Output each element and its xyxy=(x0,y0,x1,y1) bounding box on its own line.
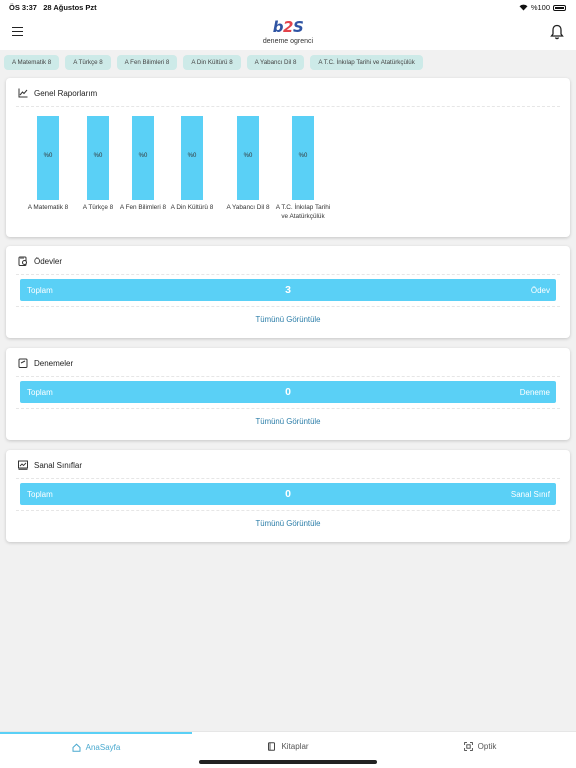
reports-title: Genel Raporlarım xyxy=(34,88,98,98)
chart-bar: %0 xyxy=(237,116,259,200)
battery-percent: %100 xyxy=(530,3,550,12)
reports-card: Genel Raporlarım %0 A Matematik 8 %0 A Türk… xyxy=(6,78,570,237)
classes-card: Sanal Sınıflar Toplam 0 Sanal Sınıf Tümü… xyxy=(6,450,570,542)
bar-category-label: A Din Kültürü 8 xyxy=(170,204,214,211)
chart-bar: %0 xyxy=(87,116,109,200)
homework-card: Ödevler Toplam 3 Ödev Tümünü Görüntüle xyxy=(6,246,570,338)
bar-value-label: %0 xyxy=(93,153,103,159)
homework-view-all-link[interactable]: Tümünü Görüntüle xyxy=(255,315,321,324)
bar-category-label: A Türkçe 8 xyxy=(82,204,114,211)
tab-anasayfa-label: AnaSayfa xyxy=(85,742,121,752)
bar-value-label: %0 xyxy=(43,153,53,159)
tab-optik[interactable]: Optik xyxy=(384,732,576,760)
classes-total-bar: Toplam 0 Sanal Sınıf xyxy=(20,483,556,505)
bar-value-label: %0 xyxy=(298,153,308,159)
tab-kitaplar[interactable]: Kitaplar xyxy=(192,732,384,760)
chart-bar: %0 xyxy=(292,116,314,200)
home-icon xyxy=(72,743,81,752)
chip-yabanci-dil[interactable]: A Yabancı Dil 8 xyxy=(246,55,305,70)
subject-chips: A Matematik 8 A Türkçe 8 A Fen Bilimleri… xyxy=(4,55,423,70)
exams-count: 0 xyxy=(285,386,291,398)
home-indicator xyxy=(199,760,377,764)
classes-unit: Sanal Sınıf xyxy=(510,490,550,499)
line-chart-icon xyxy=(18,88,28,98)
book-icon xyxy=(268,741,276,751)
exams-total-label: Toplam xyxy=(27,388,53,397)
tab-kitaplar-label: Kitaplar xyxy=(281,741,309,751)
homework-title: Ödevler xyxy=(34,256,63,266)
status-bar: ÖS 3:37 28 Ağustos Pzt %100 xyxy=(0,0,576,14)
chart-bar: %0 xyxy=(181,116,203,200)
brand: b2S deneme ogrenci xyxy=(0,18,576,46)
scan-icon xyxy=(463,741,473,751)
homework-count: 3 xyxy=(285,284,291,296)
status-right: %100 xyxy=(519,3,566,12)
app-logo: b2S xyxy=(272,18,304,36)
exams-title: Denemeler xyxy=(34,358,74,368)
chip-din[interactable]: A Din Kültürü 8 xyxy=(183,55,241,70)
chart-bar: %0 xyxy=(37,116,59,200)
classes-count: 0 xyxy=(285,488,291,500)
homework-header: Ödevler xyxy=(18,256,62,266)
reports-chart: %0 A Matematik 8 %0 A Türkçe 8 %0 A Fen Bilim… xyxy=(6,108,570,233)
exams-header: Denemeler xyxy=(18,358,73,368)
classes-view-all-link[interactable]: Tümünü Görüntüle xyxy=(255,519,321,528)
classroom-icon xyxy=(18,460,28,470)
bar-category-label: A T.C. İnkılap Tarihi ve Atatürkçülük xyxy=(275,204,331,220)
tab-optik-label: Optik xyxy=(477,741,497,751)
chip-fen[interactable]: A Fen Bilimleri 8 xyxy=(116,55,178,70)
tab-anasayfa[interactable]: AnaSayfa xyxy=(0,732,192,760)
chip-turkce[interactable]: A Türkçe 8 xyxy=(65,55,111,70)
homework-total-bar: Toplam 3 Ödev xyxy=(20,279,556,301)
bar-category-label: A Matematik 8 xyxy=(27,204,69,211)
chip-inkilap[interactable]: A T.C. İnkılap Tarihi ve Atatürkçülük xyxy=(310,55,423,70)
exam-icon xyxy=(18,358,28,368)
wifi-icon xyxy=(519,4,528,11)
bar-value-label: %0 xyxy=(243,153,253,159)
exams-view-all-link[interactable]: Tümünü Görüntüle xyxy=(255,417,321,426)
reports-header: Genel Raporlarım xyxy=(18,88,97,98)
user-name: deneme ogrenci xyxy=(262,38,314,45)
homework-icon xyxy=(18,256,27,266)
bar-category-label: A Fen Bilimleri 8 xyxy=(119,204,167,211)
bar-value-label: %0 xyxy=(187,153,197,159)
menu-button[interactable] xyxy=(12,27,23,36)
classes-title: Sanal Sınıflar xyxy=(34,460,83,470)
exams-card: Denemeler Toplam 0 Deneme Tümünü Görüntü… xyxy=(6,348,570,440)
chart-bar: %0 xyxy=(132,116,154,200)
homework-unit: Ödev xyxy=(530,286,550,295)
exams-unit: Deneme xyxy=(519,388,550,397)
classes-total-label: Toplam xyxy=(27,490,53,499)
battery-icon xyxy=(553,4,566,11)
bell-icon[interactable] xyxy=(550,24,564,40)
bar-category-label: A Yabancı Dil 8 xyxy=(226,204,270,211)
chip-matematik[interactable]: A Matematik 8 xyxy=(4,55,60,70)
classes-header: Sanal Sınıflar xyxy=(18,460,82,470)
status-time: ÖS 3:37 28 Ağustos Pzt xyxy=(9,3,97,12)
bar-value-label: %0 xyxy=(138,153,148,159)
app-header: b2S deneme ogrenci xyxy=(0,14,576,50)
homework-total-label: Toplam xyxy=(27,286,53,295)
exams-total-bar: Toplam 0 Deneme xyxy=(20,381,556,403)
